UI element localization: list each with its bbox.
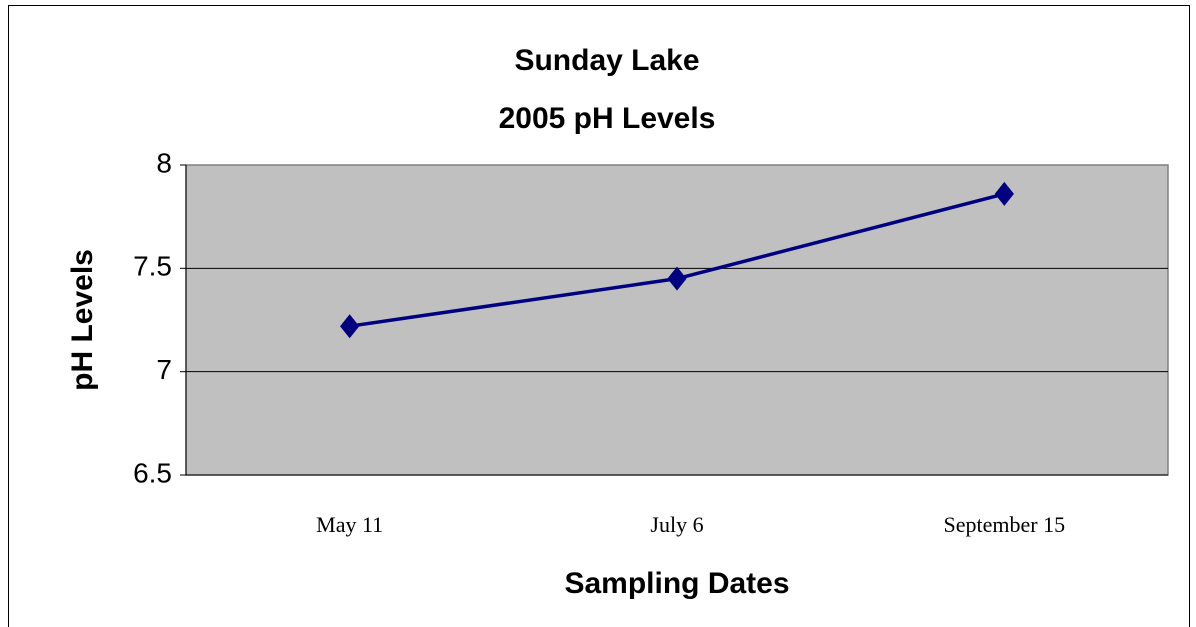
x-tick-label: July 6	[650, 512, 703, 537]
y-tick-label: 6.5	[133, 457, 172, 488]
marker	[340, 314, 360, 339]
x-axis-title: Sampling Dates	[564, 567, 789, 600]
y-tick-label: 7	[156, 354, 172, 385]
chart-title: Sunday Lake	[514, 44, 699, 77]
marker	[994, 181, 1014, 206]
y-axis-title: pH Levels	[66, 249, 99, 391]
x-tick-label: September 15	[944, 512, 1066, 537]
y-tick-label: 7.5	[133, 251, 172, 282]
marker	[667, 266, 687, 291]
y-tick-label: 8	[156, 147, 172, 178]
plot-area	[185, 164, 1169, 476]
x-tick-label: May 11	[316, 512, 383, 537]
chart-subtitle: 2005 pH Levels	[499, 102, 716, 135]
